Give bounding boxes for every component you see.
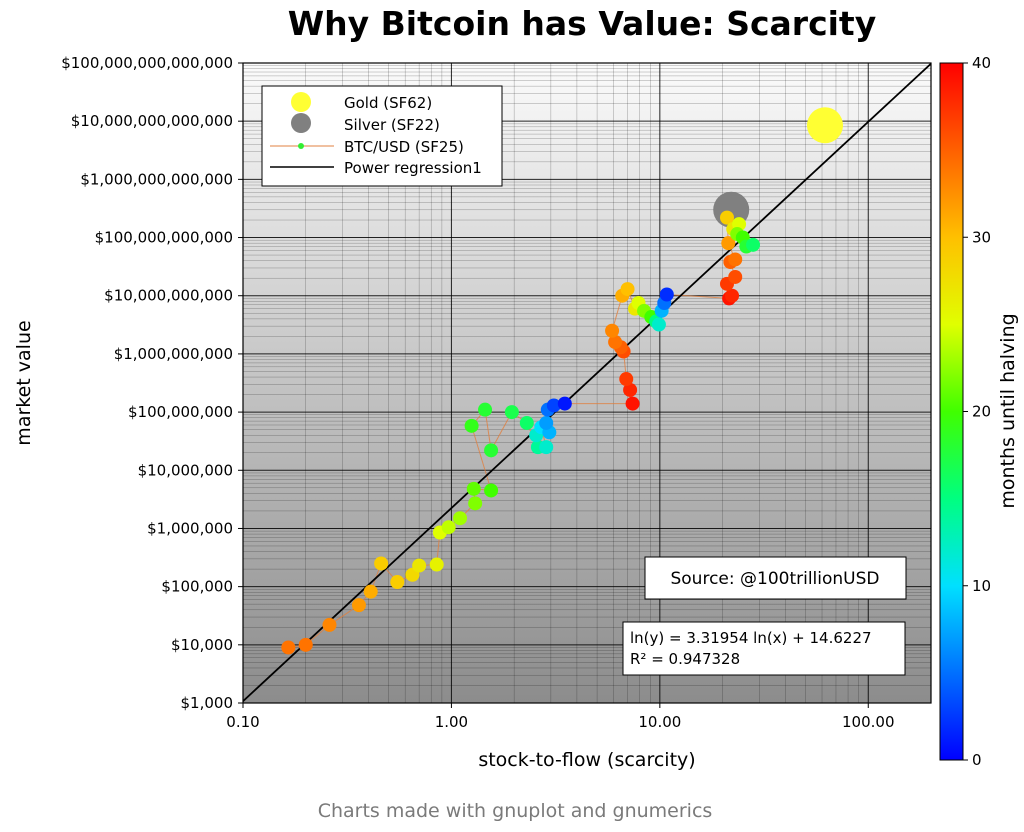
btc-point [728, 269, 743, 284]
btc-point [608, 335, 623, 350]
legend-silver-label: Silver (SF22) [344, 116, 440, 134]
source-text: Source: @100trillionUSD [670, 569, 879, 589]
colorbar-tick-label: 20 [972, 403, 991, 421]
legend-gold-swatch [291, 92, 311, 112]
btc-point [363, 584, 378, 599]
btc-point [625, 396, 640, 411]
x-tick-label: 1.00 [435, 713, 468, 731]
btc-point [539, 415, 554, 430]
btc-point [725, 288, 740, 303]
btc-point [719, 210, 734, 225]
x-axis: 0.10 1.00 10.00 100.00 [226, 703, 895, 731]
btc-point [623, 382, 638, 397]
y-tick-label: $10,000,000,000,000 [71, 112, 233, 130]
btc-point [466, 481, 481, 496]
btc-point [478, 402, 493, 417]
source-box [644, 556, 907, 600]
x-tick-label: 10.00 [638, 713, 681, 731]
plot-frame [242, 62, 932, 704]
y-axis: $1,000 $10,000 $100,000 $1,000,000 $10,000,0… [61, 54, 243, 712]
colorbar-tick-label: 10 [972, 577, 991, 595]
colorbar-label: months until halving [997, 313, 1019, 508]
legend: Gold (SF62) Silver (SF22) BTC/USD (SF25)… [261, 85, 503, 187]
colorbar: 0 10 20 30 40 months until halving [939, 54, 1019, 769]
data-marks [281, 107, 843, 655]
btc-point [484, 443, 499, 458]
btc-point [468, 496, 483, 511]
y-tick-label: $1,000 [181, 694, 234, 712]
btc-point [374, 556, 389, 571]
y-tick-label: $1,000,000,000,000 [80, 170, 233, 188]
btc-point [557, 396, 572, 411]
y-tick-label: $10,000,000 [138, 461, 233, 479]
btc-point [351, 598, 366, 613]
equation-annotation: ln(y) = 3.31954 ln(x) + 14.6227 R² = 0.9… [622, 621, 906, 676]
btc-point [605, 323, 620, 338]
colorbar-tick-label: 0 [972, 751, 982, 769]
regression-layer [243, 63, 931, 702]
colorbar-gradient [939, 62, 964, 761]
legend-gold-label: Gold (SF62) [344, 94, 432, 112]
legend-btc-label: BTC/USD (SF25) [344, 138, 464, 156]
btc-point [390, 575, 405, 590]
y-tick-label: $100,000,000,000 [95, 229, 233, 247]
y-axis-label: market value [13, 320, 35, 445]
btc-point [539, 440, 554, 455]
regression-line [243, 63, 931, 702]
legend-btc-dot [298, 143, 304, 149]
btc-point [281, 640, 296, 655]
btc-point [659, 287, 674, 302]
btc-point [484, 483, 499, 498]
footer-caption: Charts made with gnuplot and gnumerics [318, 800, 713, 822]
y-tick-label: $100,000 [161, 578, 233, 596]
colorbar-tick-label: 30 [972, 228, 991, 246]
btc-point [746, 237, 761, 252]
btc-point [453, 511, 468, 526]
btc-point [620, 282, 635, 297]
btc-point [519, 415, 534, 430]
btc-point [464, 418, 479, 433]
equation-line-2: R² = 0.947328 [630, 650, 740, 668]
colorbar-tick-label: 40 [972, 54, 991, 72]
btc-point [441, 520, 456, 535]
x-tick-label: 100.00 [842, 713, 895, 731]
btc-point [546, 398, 561, 413]
btc-point [412, 558, 427, 573]
legend-silver-swatch [291, 113, 311, 133]
y-tick-label: $100,000,000 [128, 403, 233, 421]
x-tick-label: 0.10 [226, 713, 259, 731]
btc-point [728, 252, 743, 267]
source-annotation: Source: @100trillionUSD [644, 556, 907, 600]
legend-regression-label: Power regression1 [344, 159, 482, 177]
colorbar-ticks: 0 10 20 30 40 [963, 54, 991, 769]
y-tick-label: $10,000,000,000 [104, 287, 233, 305]
y-tick-label: $10,000 [171, 636, 233, 654]
btc-point [298, 637, 313, 652]
y-tick-label: $1,000,000,000 [114, 345, 233, 363]
btc-point [651, 317, 666, 332]
btc-point [619, 372, 634, 387]
y-tick-label: $1,000,000 [147, 519, 233, 537]
gold-point [806, 107, 843, 144]
x-axis-label: stock-to-flow (scarcity) [478, 749, 695, 771]
y-tick-label: $100,000,000,000,000 [61, 54, 233, 72]
equation-box [622, 621, 906, 676]
chart-title: Why Bitcoin has Value: Scarcity [288, 4, 876, 43]
btc-point [504, 405, 519, 420]
btc-point [322, 617, 337, 632]
btc-point [721, 236, 736, 251]
equation-line-1: ln(y) = 3.31954 ln(x) + 14.6227 [630, 629, 872, 647]
btc-point [429, 557, 444, 572]
